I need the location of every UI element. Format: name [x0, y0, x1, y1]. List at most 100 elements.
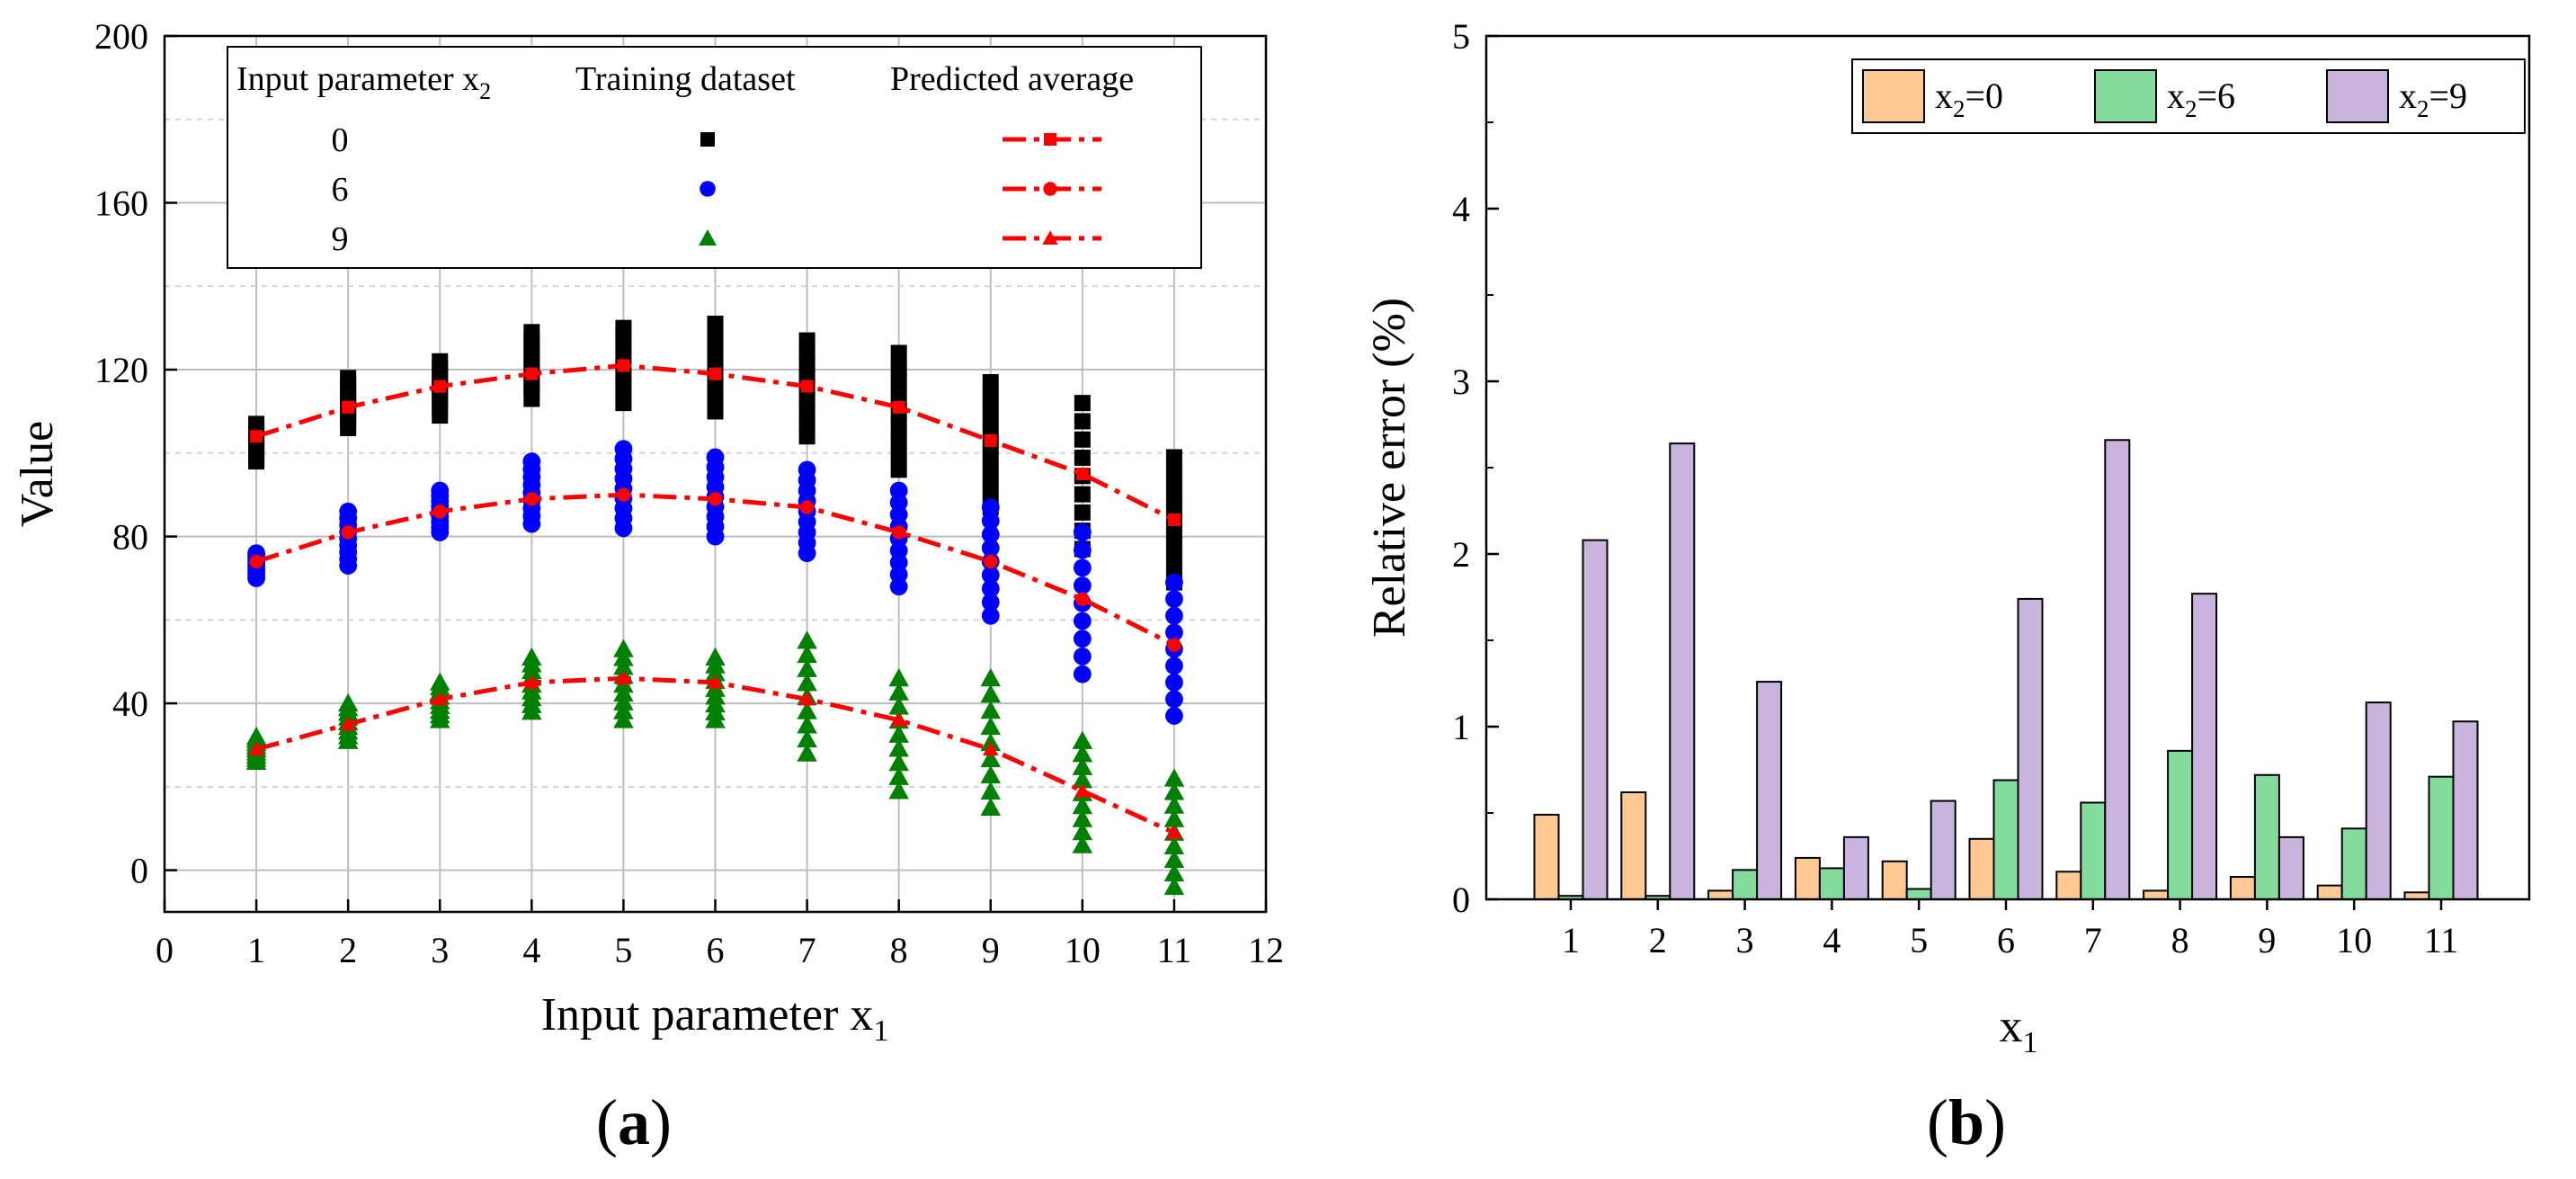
a-training-point: [798, 332, 816, 349]
a-training-point: [1165, 558, 1182, 576]
a-training-point: [1074, 450, 1091, 467]
a-predicted-point: [1166, 825, 1182, 839]
a-training-point: [1165, 542, 1182, 559]
a-training-point: [1165, 707, 1183, 725]
a-y-tick-label: 40: [112, 683, 148, 724]
a-training-point: [981, 525, 1000, 544]
a-training-point: [1163, 782, 1185, 800]
a-training-point: [982, 468, 999, 485]
a-x-tick-label: 9: [982, 930, 1000, 970]
b-bar: [2365, 701, 2392, 900]
a-training-point: [1165, 623, 1183, 642]
a-legend-training-marker: [700, 181, 716, 197]
b-bar: [2316, 884, 2343, 901]
a-training-point: [1163, 876, 1185, 896]
a-y-tick-label: 200: [94, 16, 148, 57]
b-x-tick-label: 8: [2171, 920, 2189, 960]
a-training-point: [1165, 496, 1182, 513]
a-training-point: [1072, 770, 1093, 789]
b-x-tick-label: 5: [1910, 920, 1928, 960]
b-bar: [2143, 889, 2170, 901]
b-bar: [1582, 539, 1609, 900]
a-training-point: [705, 647, 726, 666]
a-training-point: [980, 683, 1001, 703]
b-bar: [1842, 835, 1869, 901]
a-training-point: [1073, 665, 1092, 683]
a-predicted-point: [617, 359, 630, 372]
a-training-point: [888, 738, 909, 757]
a-training-point: [337, 692, 359, 712]
a-training-point: [1165, 606, 1183, 625]
b-y-tick-label: 3: [1452, 362, 1470, 402]
a-training-point: [890, 373, 907, 390]
a-predicted-point: [342, 400, 355, 414]
a-training-point: [797, 743, 817, 762]
a-y-tick-label: 160: [94, 183, 148, 224]
a-predicted-point: [1075, 468, 1089, 480]
a-x-axis-ticks: 0 1 2 3 4 5 6 7 8 9 10 11 12: [156, 899, 1284, 970]
b-bar: [2340, 827, 2367, 901]
a-training-point: [888, 668, 909, 687]
a-training-point: [1165, 590, 1183, 609]
a-series-9: [245, 630, 1185, 896]
a-predicted-point: [615, 670, 632, 685]
a-training-point: [1072, 808, 1093, 827]
a-training-point: [797, 728, 817, 748]
a-predicted-point: [340, 716, 356, 731]
b-bar: [1732, 869, 1759, 900]
b-x-tick-label: 3: [1736, 920, 1754, 960]
b-bar: [1669, 442, 1696, 900]
a-training-point: [980, 700, 1001, 719]
a-training-point: [982, 373, 999, 390]
a-predicted-point: [248, 741, 264, 756]
b-legend-swatch: [2326, 69, 2389, 123]
a-training-point: [982, 389, 999, 406]
b-bar: [2104, 439, 2131, 900]
a-legend-header-train: Training dataset: [575, 60, 796, 98]
b-bar: [2253, 773, 2280, 901]
a-x-tick-label: 0: [156, 930, 174, 970]
a-training-point: [980, 764, 1001, 784]
a-training-point: [431, 481, 450, 500]
a-predicted-point: [707, 674, 724, 689]
a-training-point: [1073, 540, 1092, 559]
a-training-point: [981, 579, 1000, 598]
a-predicted-point: [798, 691, 816, 706]
a-y-axis-label: Value: [12, 421, 63, 527]
a-predicted-point: [524, 492, 539, 506]
b-y-axis-label: Relative error (%): [1364, 298, 1415, 638]
a-predicted-point: [432, 505, 447, 519]
b-x-tick-label: 1: [1562, 920, 1580, 960]
a-x-tick-label: 11: [1157, 930, 1192, 970]
b-bar: [1968, 837, 1995, 900]
b-legend-swatch: [1862, 69, 1925, 123]
a-training-point: [980, 668, 1001, 687]
b-bars: [1533, 439, 2479, 901]
b-y-tick-label: 0: [1452, 880, 1470, 920]
a-training-point: [1165, 674, 1183, 692]
b-x-tick-label: 7: [2084, 920, 2102, 960]
a-training-point: [1165, 527, 1182, 544]
a-training-point: [981, 512, 1000, 531]
a-training-point: [523, 324, 540, 341]
b-bar: [1707, 889, 1734, 901]
a-training-point: [1163, 808, 1185, 827]
b-legend-label: x2=0: [1935, 76, 2003, 122]
a-training-point: [980, 748, 1001, 768]
a-training-point: [707, 316, 724, 333]
a-y-axis-ticks: 0 40 80 120 160 200: [94, 16, 177, 891]
b-bar: [1756, 681, 1783, 901]
a-training-point: [1072, 835, 1093, 853]
b-bar: [1620, 790, 1647, 901]
a-training-point: [432, 353, 449, 370]
a-training-point: [1165, 656, 1183, 675]
a-x-tick-label: 2: [339, 930, 357, 970]
a-predicted-point: [1167, 514, 1181, 527]
b-x-tick-label: 2: [1649, 920, 1667, 960]
b-y-tick-label: 4: [1452, 189, 1470, 229]
a-training-point: [889, 481, 908, 500]
a-legend-predicted-marker: [1042, 230, 1058, 245]
a-predicted-point: [523, 674, 540, 689]
a-training-point: [1163, 795, 1185, 814]
